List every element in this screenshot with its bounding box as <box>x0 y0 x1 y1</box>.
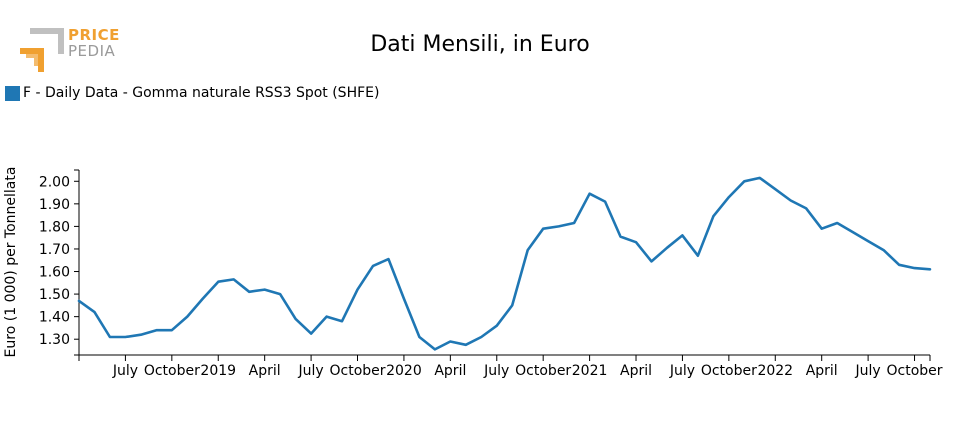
y-tick-label: 1.60 <box>39 265 70 281</box>
pricepedia-logo: PRICE PEDIA <box>20 26 130 74</box>
x-tick-label: 2019 <box>200 363 236 379</box>
x-tick-label: April <box>620 363 652 379</box>
y-tick-label: 1.70 <box>39 242 70 258</box>
y-tick-label: 1.50 <box>39 287 70 303</box>
y-tick-label: 1.90 <box>39 197 70 213</box>
x-tick-label: 2021 <box>572 363 608 379</box>
x-tick-label: July <box>669 363 695 379</box>
legend-swatch <box>5 85 20 101</box>
x-tick-label: July <box>855 363 881 379</box>
logo-word-price: PRICE <box>68 26 120 44</box>
x-tick-label: April <box>249 363 281 379</box>
y-tick-label: 1.80 <box>39 219 70 235</box>
x-tick-label: July <box>297 363 323 379</box>
x-tick-label: 2022 <box>757 363 793 379</box>
logo-icon <box>20 28 64 72</box>
x-tick-label: October <box>701 363 757 379</box>
x-tick-label: October <box>144 363 200 379</box>
legend-label: F - Daily Data - Gomma naturale RSS3 Spo… <box>23 85 380 101</box>
x-tick-label: October <box>887 363 943 379</box>
x-tick-label: July <box>483 363 509 379</box>
y-tick-label: 1.30 <box>39 332 70 348</box>
x-tick-label: October <box>515 363 571 379</box>
y-tick-label: 2.00 <box>39 174 70 190</box>
y-tick-label: 1.40 <box>39 310 70 326</box>
chart-title: Dati Mensili, in Euro <box>370 32 590 57</box>
x-tick-label: April <box>434 363 466 379</box>
x-tick-label: 2020 <box>386 363 422 379</box>
chart-legend: F - Daily Data - Gomma naturale RSS3 Spo… <box>5 84 379 102</box>
x-tick-label: April <box>806 363 838 379</box>
x-tick-label: October <box>329 363 385 379</box>
series-line <box>77 176 932 351</box>
logo-word-pedia: PEDIA <box>68 42 116 60</box>
x-tick-label: July <box>112 363 138 379</box>
